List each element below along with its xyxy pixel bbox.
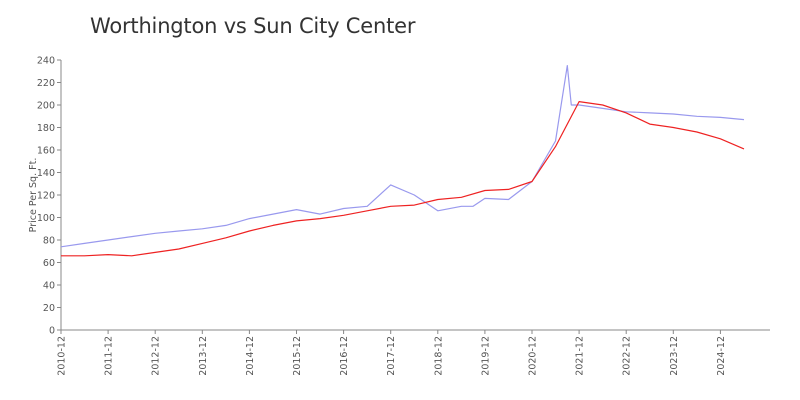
series-layer: [60, 65, 745, 257]
chart-axes: [60, 60, 770, 331]
y-tick-label: 60: [43, 258, 55, 269]
y-tick-label: 240: [37, 56, 55, 67]
y-tick-label: 140: [37, 168, 55, 179]
x-tick-label: 2020-12: [528, 336, 539, 376]
x-tick-label: 2022-12: [622, 336, 633, 376]
x-tick-label: 2024-12: [716, 336, 727, 376]
x-tick-label: 2019-12: [480, 336, 491, 376]
y-tick-label: 80: [43, 236, 55, 247]
y-tick-label: 100: [37, 213, 55, 224]
x-axis-ticks: 2010-12 2011-12 2012-12 2013-12 2014-12 2015-…: [57, 330, 727, 376]
y-tick-label: 0: [49, 326, 55, 337]
x-tick-label: 2014-12: [245, 336, 256, 376]
x-tick-label: 2015-12: [292, 336, 303, 376]
series-line-2: [61, 101, 745, 257]
y-axis-ticks: 0 20 40 60 80 100 120 140 160 180 200 220 240: [37, 56, 61, 337]
series-line-1: [60, 65, 745, 248]
x-tick-label: 2021-12: [575, 336, 586, 376]
y-tick-label: 20: [43, 303, 55, 314]
y-tick-label: 40: [43, 281, 55, 292]
x-tick-label: 2010-12: [57, 336, 68, 376]
y-tick-label: 220: [37, 78, 55, 89]
x-tick-label: 2018-12: [433, 336, 444, 376]
x-tick-label: 2017-12: [386, 336, 397, 376]
y-tick-label: 180: [37, 123, 55, 134]
y-axis-label: Price Per Sq. Ft.: [28, 158, 39, 233]
x-tick-label: 2012-12: [151, 336, 162, 376]
chart-title: Worthington vs Sun City Center: [90, 14, 416, 38]
y-tick-label: 200: [37, 101, 55, 112]
y-tick-label: 160: [37, 146, 55, 157]
x-tick-label: 2011-12: [104, 336, 115, 376]
y-tick-label: 120: [37, 191, 55, 202]
x-tick-label: 2023-12: [669, 336, 680, 376]
x-tick-label: 2016-12: [339, 336, 350, 376]
x-tick-label: 2013-12: [198, 336, 209, 376]
